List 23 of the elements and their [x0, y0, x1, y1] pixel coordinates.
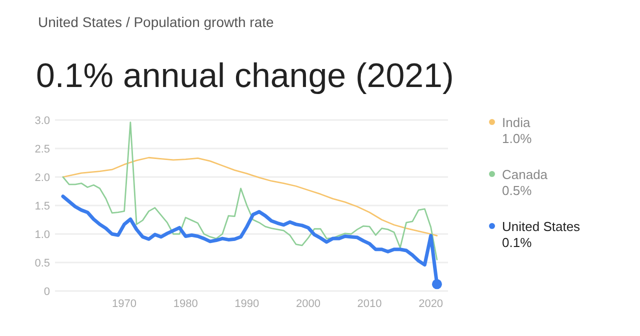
x-tick-label: 1970: [112, 298, 137, 310]
legend-label: India: [502, 115, 531, 130]
y-tick-label: 2.5: [34, 144, 50, 156]
x-tick-label: 1980: [173, 298, 198, 310]
line-series: [62, 156, 438, 236]
text: 1.0%: [502, 131, 532, 146]
x-tick-label: 2010: [357, 298, 382, 310]
legend-label: United States: [502, 219, 581, 234]
x-tick-label: 1990: [234, 298, 260, 310]
y-tick-label: 2.0: [34, 172, 50, 184]
x-tick-label: 2020: [418, 298, 444, 310]
y-tick-label: 1.5: [34, 200, 50, 212]
chart-title: 0.1% annual change (2021): [36, 57, 454, 95]
y-tick-label: 0: [44, 286, 50, 298]
legend-label: Canada: [502, 167, 548, 182]
text: 0.1%: [502, 235, 532, 250]
text: 0.5%: [502, 183, 532, 198]
y-tick-label: 0.5: [34, 258, 50, 270]
y-tick-label: 3.0: [34, 115, 50, 127]
chart-subtitle: United States / Population growth rate: [38, 14, 274, 30]
line-series: [62, 122, 438, 260]
x-tick-label: 2000: [296, 298, 320, 310]
y-tick-label: 1.0: [34, 229, 50, 241]
